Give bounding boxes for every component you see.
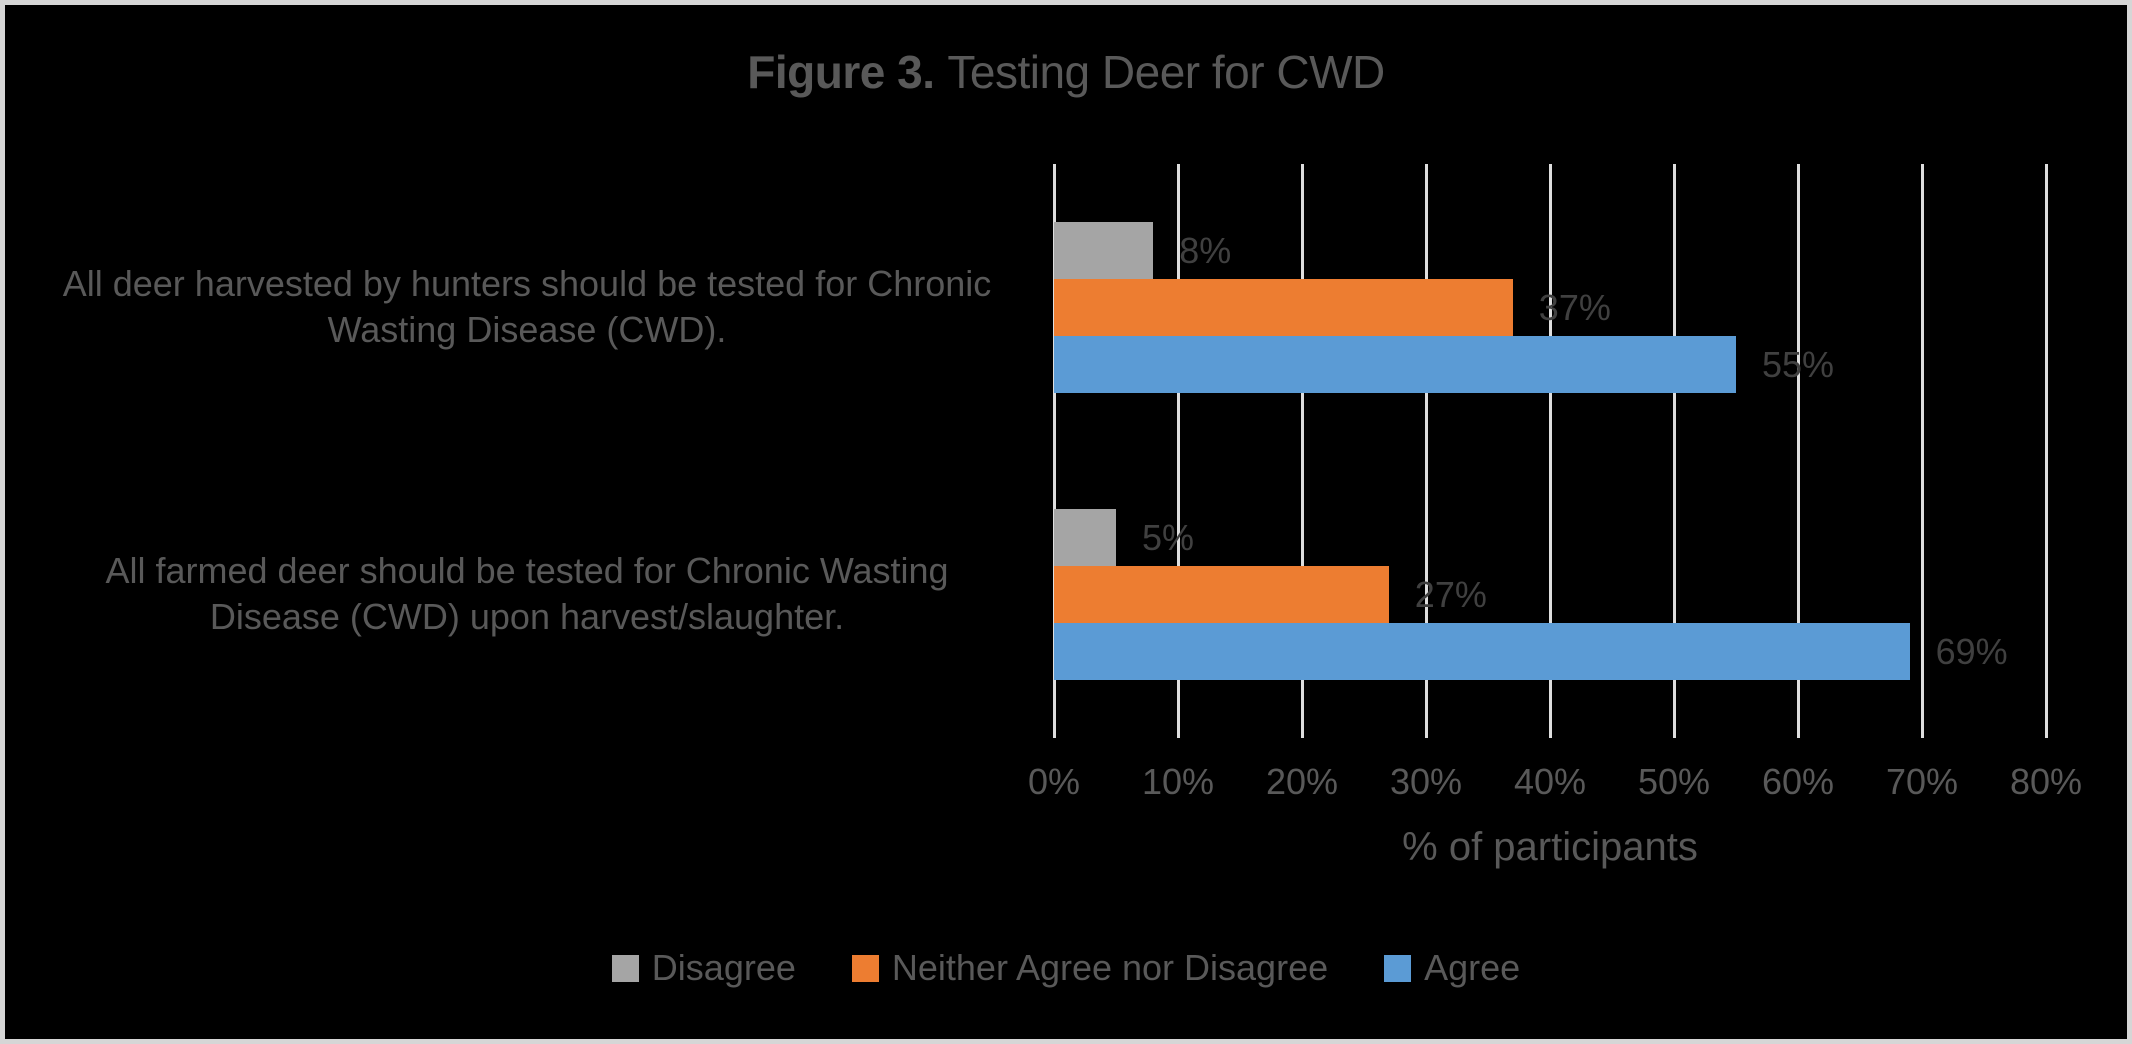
data-label-disagree: 5% <box>1142 516 1195 558</box>
category-label-line: All deer harvested by hunters should be … <box>62 262 992 304</box>
category-label-line: All farmed deer should be tested for Chr… <box>105 549 949 591</box>
category-label: All deer harvested by hunters should be … <box>17 261 1037 355</box>
data-label-disagree: 8% <box>1179 229 1232 271</box>
chart-title: Figure 3. Testing Deer for CWD <box>5 45 2127 99</box>
legend-swatch-agree-icon <box>1384 954 1412 982</box>
legend-swatch-disagree-icon <box>611 954 639 982</box>
x-tick-label: 70% <box>1885 761 1959 802</box>
legend: Disagree Neither Agree nor Disagree Agree <box>5 947 2127 989</box>
gridline <box>1300 164 1304 738</box>
gridline <box>1796 164 1800 738</box>
gridline <box>2044 164 2048 738</box>
chart-title-text: Testing Deer for CWD <box>947 46 1385 98</box>
x-axis-title: % of participants <box>1402 825 1698 869</box>
bar-neither-agree-nor-disagree <box>1054 279 1513 336</box>
legend-item-neither-agree-nor-disagree: Neither Agree nor Disagree <box>851 947 1329 989</box>
legend-item-agree: Agree <box>1384 947 1520 989</box>
plot-area: 8% 37% 55% 5% 27% 69% <box>1052 164 2048 738</box>
data-label-neither-agree-nor-disagree: 27% <box>1414 573 1487 615</box>
category-label: All farmed deer should be tested for Chr… <box>17 548 1037 642</box>
legend-label: Agree <box>1424 947 1521 988</box>
category-axis-labels: All deer harvested by hunters should be … <box>17 164 1037 738</box>
x-tick-label: 60% <box>1761 761 1835 802</box>
category-label-line: Wasting Disease (CWD). <box>327 309 727 351</box>
gridline <box>1424 164 1428 738</box>
x-tick-label: 40% <box>1513 761 1587 802</box>
x-tick-label: 0% <box>1027 761 1081 802</box>
gridline <box>1176 164 1180 738</box>
category-label-line: Disease (CWD) upon harvest/slaughter. <box>209 596 845 638</box>
legend-label: Disagree <box>651 947 796 988</box>
bar-neither-agree-nor-disagree <box>1054 566 1389 623</box>
legend-swatch-neither-agree-nor-disagree-icon <box>851 954 879 982</box>
legend-item-disagree: Disagree <box>611 947 796 989</box>
bar-disagree <box>1054 509 1116 566</box>
x-tick-label: 20% <box>1265 761 1339 802</box>
bar-disagree <box>1054 222 1154 279</box>
legend-label: Neither Agree nor Disagree <box>891 947 1329 988</box>
x-tick-label: 30% <box>1389 761 1463 802</box>
data-label-agree: 55% <box>1762 343 1835 385</box>
x-tick-label: 50% <box>1637 761 1711 802</box>
data-label-agree: 69% <box>1935 630 2008 672</box>
bar-agree <box>1054 623 1910 680</box>
gridline <box>1920 164 1924 738</box>
gridline <box>1672 164 1676 738</box>
x-tick-label: 80% <box>2009 761 2083 802</box>
data-label-neither-agree-nor-disagree: 37% <box>1538 286 1611 328</box>
bar-agree <box>1054 336 1736 393</box>
x-tick-label: 10% <box>1141 761 1215 802</box>
gridline <box>1548 164 1552 738</box>
gridline <box>1052 164 1056 738</box>
chart-title-figure-number: Figure 3. <box>747 46 935 98</box>
